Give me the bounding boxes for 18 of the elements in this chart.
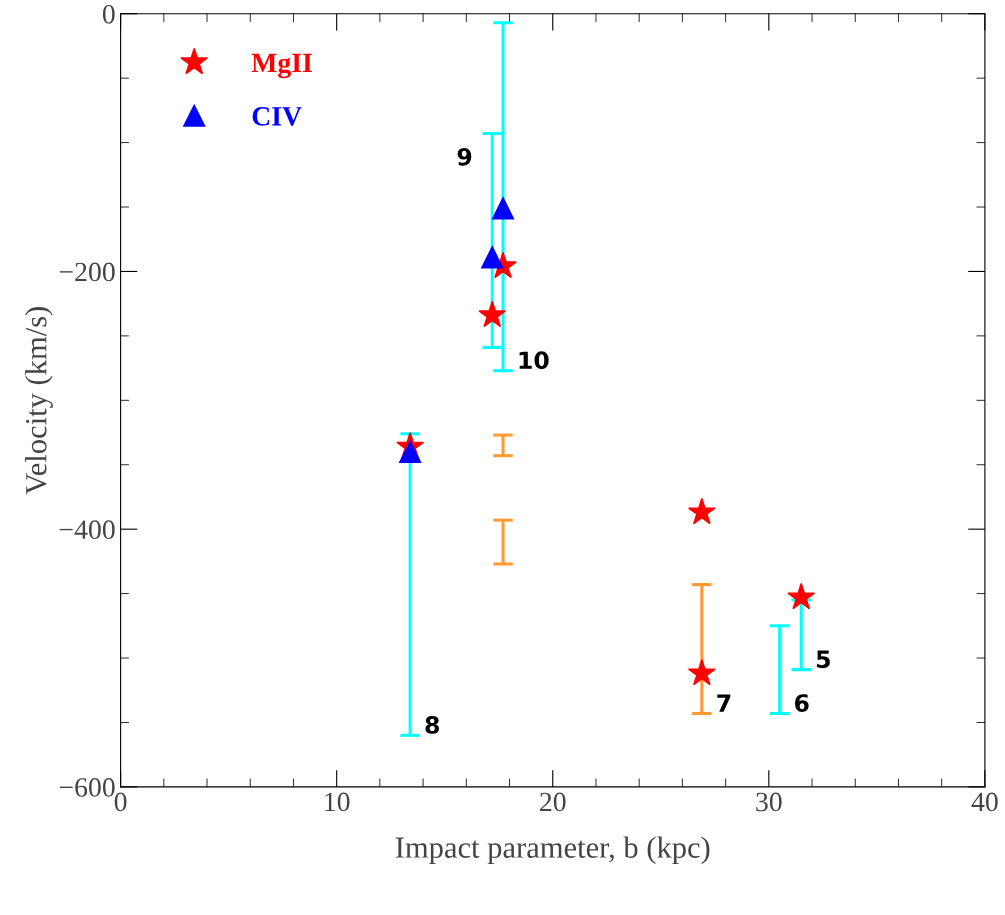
x-axis-title: Impact parameter, b (kpc) — [395, 836, 710, 865]
annotation: 10 — [519, 351, 549, 370]
x-tick-label: 40 — [971, 792, 998, 812]
y-tick-label: 0 — [102, 4, 115, 24]
y-tick-label: −600 — [59, 778, 115, 797]
x-tick-label: 30 — [756, 792, 782, 812]
y-axis-title: Velocity (km/s) — [25, 307, 53, 495]
annotation: 5 — [816, 650, 830, 669]
y-tick-label: −400 — [59, 520, 115, 540]
annotation: 9 — [457, 147, 472, 166]
x-tick-label: 10 — [325, 792, 350, 812]
annotation: 8 — [425, 716, 439, 734]
annotation: 7 — [717, 694, 731, 712]
y-tick-label: −200 — [59, 262, 115, 282]
legend-label: CIV — [252, 107, 302, 126]
legend-label: MgII — [251, 53, 312, 79]
annotation: 6 — [794, 694, 809, 712]
x-tick-label: 20 — [540, 792, 566, 812]
